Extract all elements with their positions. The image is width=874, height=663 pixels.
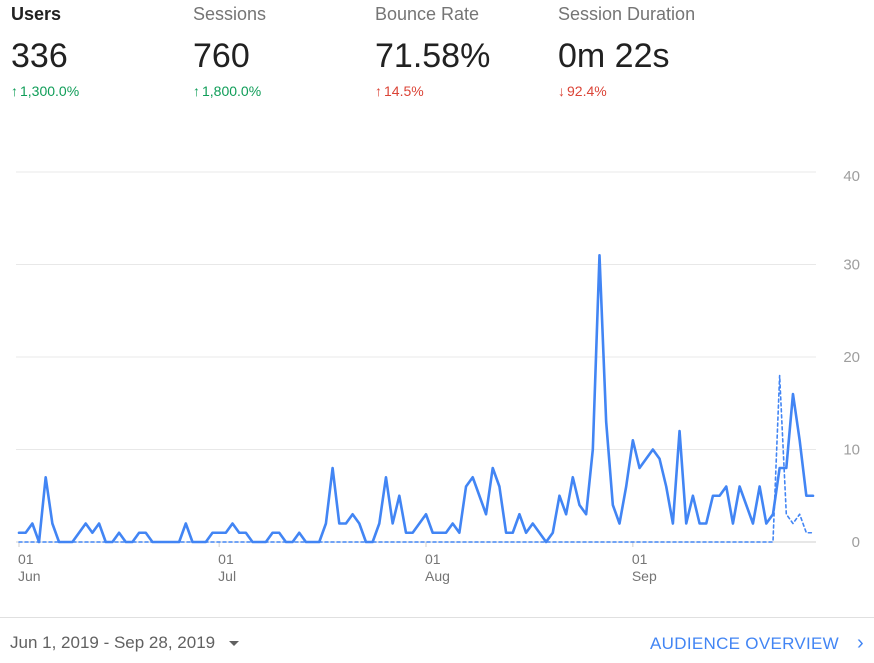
chart-series xyxy=(17,253,815,544)
y-tick-label: 20 xyxy=(843,349,860,366)
audience-overview-label: AUDIENCE OVERVIEW xyxy=(650,634,840,653)
metric-value: 336 xyxy=(11,37,68,75)
x-tick-label: 01 xyxy=(632,551,648,567)
footer-divider xyxy=(0,617,874,618)
metric-label: Users xyxy=(11,4,62,24)
metric-label: Session Duration xyxy=(558,4,696,24)
metric-change-value: 1,300.0% xyxy=(20,83,80,99)
y-tick-label: 10 xyxy=(843,442,860,459)
metric-change-value: 1,800.0% xyxy=(202,83,262,99)
metric-change: ↓ 92.4% xyxy=(558,83,695,99)
x-tick-label: 01 xyxy=(18,551,34,567)
metrics-bar: Users 336 ↑ 1,300.0% Sessions 760 ↑ 1,800.… xyxy=(0,0,874,120)
y-tick-label: 40 xyxy=(843,168,860,185)
metric-bounce-rate[interactable]: Bounce Rate 71.58% ↑ 14.5% xyxy=(375,4,490,99)
metric-users[interactable]: Users 336 ↑ 1,300.0% xyxy=(11,4,79,99)
arrow-up-icon: ↑ xyxy=(11,83,18,99)
metric-value: 760 xyxy=(193,37,250,75)
date-range-label: Jun 1, 2019 - Sep 28, 2019 xyxy=(10,633,216,652)
x-tick-label: 01 xyxy=(218,551,234,567)
y-tick-label: 30 xyxy=(843,257,860,274)
date-range-selector[interactable]: Jun 1, 2019 - Sep 28, 2019 xyxy=(10,633,240,653)
metric-change: ↑ 14.5% xyxy=(375,83,490,99)
metric-change: ↑ 1,800.0% xyxy=(193,83,266,99)
caret-down-icon xyxy=(229,641,240,647)
arrow-up-icon: ↑ xyxy=(375,83,382,99)
x-tick-sublabel: Sep xyxy=(632,568,657,584)
metric-change-value: 92.4% xyxy=(567,83,607,99)
metric-change-value: 14.5% xyxy=(384,83,424,99)
metric-label: Sessions xyxy=(193,4,267,24)
y-axis: 0 10 20 30 40 xyxy=(843,168,860,551)
chart-grid xyxy=(16,171,816,543)
metric-change: ↑ 1,300.0% xyxy=(11,83,79,99)
x-tick-sublabel: Jun xyxy=(18,568,41,584)
metric-value: 71.58% xyxy=(375,37,491,75)
comparison-series-line xyxy=(18,374,814,543)
x-tick-sublabel: Jul xyxy=(218,568,236,584)
x-tick-label: 01 xyxy=(425,551,441,567)
metric-sessions[interactable]: Sessions 760 ↑ 1,800.0% xyxy=(193,4,266,99)
metric-value: 0m 22s xyxy=(558,37,670,75)
metric-label: Bounce Rate xyxy=(375,4,480,24)
arrow-down-icon: ↓ xyxy=(558,83,565,99)
arrow-up-icon: ↑ xyxy=(193,83,200,99)
chevron-right-icon: › xyxy=(857,632,864,654)
x-tick-sublabel: Aug xyxy=(425,568,450,584)
audience-overview-link[interactable]: AUDIENCE OVERVIEW › xyxy=(650,633,864,654)
users-series-line xyxy=(17,253,815,544)
metric-session-duration[interactable]: Session Duration 0m 22s ↓ 92.4% xyxy=(558,4,695,99)
y-tick-label: 0 xyxy=(852,534,860,551)
